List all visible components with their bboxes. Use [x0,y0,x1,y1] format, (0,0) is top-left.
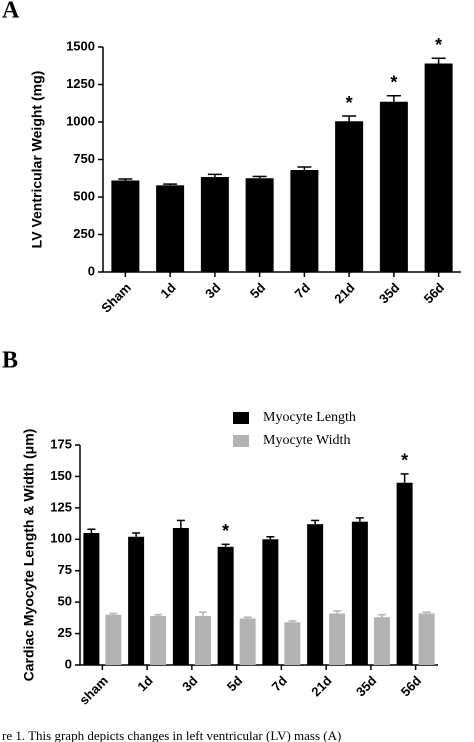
x-tick-label: 21d [308,673,334,699]
significance-marker: * [346,93,353,113]
bar [105,614,122,665]
bar [172,527,189,665]
bar [284,622,301,665]
y-tick-label: 125 [50,499,72,514]
bar [418,613,435,665]
x-tick-label: 3d [202,280,223,301]
bar [111,180,140,272]
x-tick-label: 5d [247,280,268,301]
bar [239,618,256,665]
bar [335,121,364,272]
x-tick-label: 21d [331,280,357,306]
y-tick-label: 1500 [66,38,95,53]
bar [150,615,167,665]
y-tick-label: 25 [58,625,72,640]
legend-label: Myocyte Length [263,410,356,425]
y-tick-label: 0 [88,263,95,278]
bar [351,521,368,665]
bar [83,533,100,665]
y-tick-label: 750 [73,151,95,166]
x-tick-label: 56d [398,673,424,699]
significance-marker: * [401,451,408,471]
legend-swatch [233,412,249,424]
y-tick-label: 250 [73,226,95,241]
bar [156,185,185,272]
bar [217,546,234,665]
x-tick-label: 5d [224,673,245,694]
x-tick-label: 56d [421,280,447,306]
x-tick-label: 3d [179,673,200,694]
significance-marker: * [390,73,397,93]
y-axis-label: Cardiac Myocyte Length & Width (μm) [21,429,37,682]
bar [194,615,211,665]
y-tick-label: 50 [58,594,72,609]
x-tick-label: Sham [98,280,134,316]
bar [373,617,390,665]
legend-label: Myocyte Width [263,433,350,448]
significance-marker: * [222,521,229,541]
x-tick-label: 1d [157,280,178,301]
y-tick-label: 1250 [66,76,95,91]
bar [290,170,319,272]
bar [128,536,145,665]
y-tick-label: 175 [50,436,72,451]
x-tick-label: 7d [292,280,313,301]
x-tick-label: 35d [353,673,379,699]
x-tick-label: 7d [269,673,290,694]
y-tick-label: 500 [73,188,95,203]
y-tick-label: 150 [50,468,72,483]
panel-label: B [2,348,18,374]
y-tick-label: 0 [65,656,72,671]
y-axis-label: LV Ventricular Weight (mg) [29,71,45,249]
y-tick-label: 1000 [66,113,95,128]
y-tick-label: 75 [58,562,72,577]
bar [329,613,346,665]
y-tick-label: 100 [50,531,72,546]
bar [200,177,229,272]
legend-swatch [233,435,249,447]
x-tick-label: 35d [376,280,402,306]
bar [262,539,279,665]
caption: re 1. This graph depicts changes in left… [2,728,341,742]
bar [307,524,324,665]
x-tick-label: 1d [134,673,155,694]
bar [379,101,408,272]
bar [245,178,274,272]
panel-label: A [2,0,20,24]
x-tick-label: sham [76,673,111,708]
bar [396,482,413,665]
significance-marker: * [435,35,442,55]
bar [424,63,453,272]
